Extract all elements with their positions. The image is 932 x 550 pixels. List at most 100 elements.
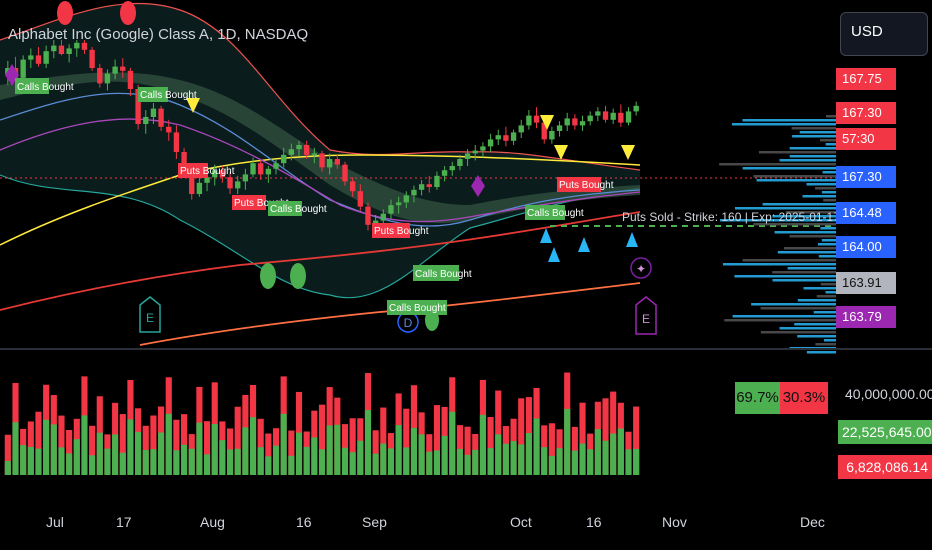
candle-body [74, 42, 80, 49]
volume-bar-buy [257, 447, 264, 475]
sparkle-marker[interactable]: ✦ [630, 257, 652, 279]
candle-body [349, 181, 356, 192]
volume-bar-buy [203, 454, 211, 475]
volume-bar-buy [104, 448, 111, 475]
candle-body [173, 132, 180, 152]
volume-bar-buy [487, 448, 494, 475]
profile-bar [820, 227, 836, 230]
candle-body [281, 154, 287, 164]
sell-triangle-2 [540, 115, 554, 130]
volume-bar-sell [234, 406, 241, 475]
price-axis-label: 167.30 [836, 102, 896, 124]
sell-triangle-3 [554, 145, 568, 160]
currency-button[interactable]: USD [840, 12, 928, 56]
ma-yellow [0, 154, 641, 246]
candle-body [464, 153, 471, 159]
profile-bar [742, 167, 836, 170]
volume-bar-buy [364, 409, 372, 475]
bollinger-upper [0, 2, 641, 171]
candle-body [112, 66, 118, 74]
profile-bar [772, 215, 836, 218]
trade-label-calls-1: Calls Bought [17, 82, 74, 93]
candle-body [143, 117, 149, 124]
price-axis-label: 163.79 [836, 306, 896, 328]
candle-body [189, 171, 195, 194]
volume-bar-buy [602, 440, 609, 475]
profile-bar [799, 131, 836, 134]
volume-bar-buy [349, 452, 356, 475]
profile-bar [734, 207, 836, 210]
trade-labels: Calls Bought Calls Bought Puts Bought Pu… [15, 78, 614, 315]
volume-bar-buy [426, 451, 433, 475]
candle-body [242, 174, 249, 182]
candle-body [235, 181, 241, 189]
volume-bar-buy [288, 455, 295, 475]
candle-body [196, 182, 203, 194]
volume-bar-buy [495, 434, 502, 475]
volume-bar-buy [58, 447, 65, 475]
profile-bar [815, 187, 836, 190]
profile-bar [791, 127, 836, 130]
candle-body [579, 121, 586, 126]
volume-bar-buy [472, 449, 479, 475]
profile-bar [774, 231, 836, 234]
earnings-marker-1[interactable]: E [139, 296, 161, 333]
profile-bar [825, 143, 836, 146]
profile-bar [806, 183, 836, 186]
profile-bar [821, 239, 836, 242]
volume-bar-buy [502, 443, 509, 475]
volume-bar-buy [564, 408, 571, 475]
earnings-marker-2[interactable]: E [635, 296, 657, 335]
profile-bar [760, 307, 836, 310]
volume-bar-buy [211, 423, 218, 475]
candle-body [97, 68, 103, 84]
volume-bar-buy [533, 418, 540, 475]
candle-body [204, 177, 210, 183]
profile-bar [760, 331, 836, 334]
candle-body [610, 112, 616, 120]
candle-body [66, 48, 72, 54]
volume-bar-buy [303, 446, 310, 475]
candle-body [326, 159, 333, 168]
volume-bar-buy [464, 454, 471, 475]
volume-bar-sell [349, 418, 356, 475]
diamond-2 [471, 175, 485, 197]
candle-body [587, 115, 593, 122]
candle-body [296, 145, 302, 150]
volume-bar-buy [610, 433, 617, 475]
profile-bar [789, 147, 836, 150]
volume-bar-buy [165, 413, 172, 475]
profile-bar [762, 203, 836, 206]
candle-body [334, 159, 341, 165]
volume-bar-buy [81, 415, 88, 475]
candle-body [518, 125, 524, 133]
volume-bar-sell [257, 418, 264, 475]
volume-bar-buy [20, 445, 27, 475]
volume-bar-sell [35, 411, 42, 475]
time-axis-label: 16 [296, 514, 312, 530]
candle-body [273, 163, 279, 169]
volume-bar-buy [12, 422, 19, 475]
profile-bar [722, 263, 836, 266]
buy-triangle-3 [578, 237, 590, 252]
candle-body [403, 195, 409, 203]
candle-body [342, 164, 348, 182]
profile-bar [784, 247, 836, 250]
volume-bar-buy [219, 440, 226, 475]
candle-body [58, 45, 65, 54]
candle-body [533, 115, 540, 123]
volume-bar-buy [510, 441, 517, 475]
volume-bar-buy [433, 450, 441, 475]
buy-volume-label: 22,525,645.00 [838, 420, 932, 444]
price-axis-label: 167.75 [836, 68, 896, 90]
profile-bar [753, 223, 836, 226]
volume-bar-buy [556, 448, 563, 475]
profile-bar [779, 159, 836, 162]
candle-body [441, 170, 448, 176]
time-axis-label: Nov [662, 514, 687, 530]
volume-bar-buy [326, 425, 333, 475]
volume-bar-sell [403, 408, 410, 475]
profile-bar [813, 311, 836, 314]
volume-bar-buy [226, 449, 234, 475]
